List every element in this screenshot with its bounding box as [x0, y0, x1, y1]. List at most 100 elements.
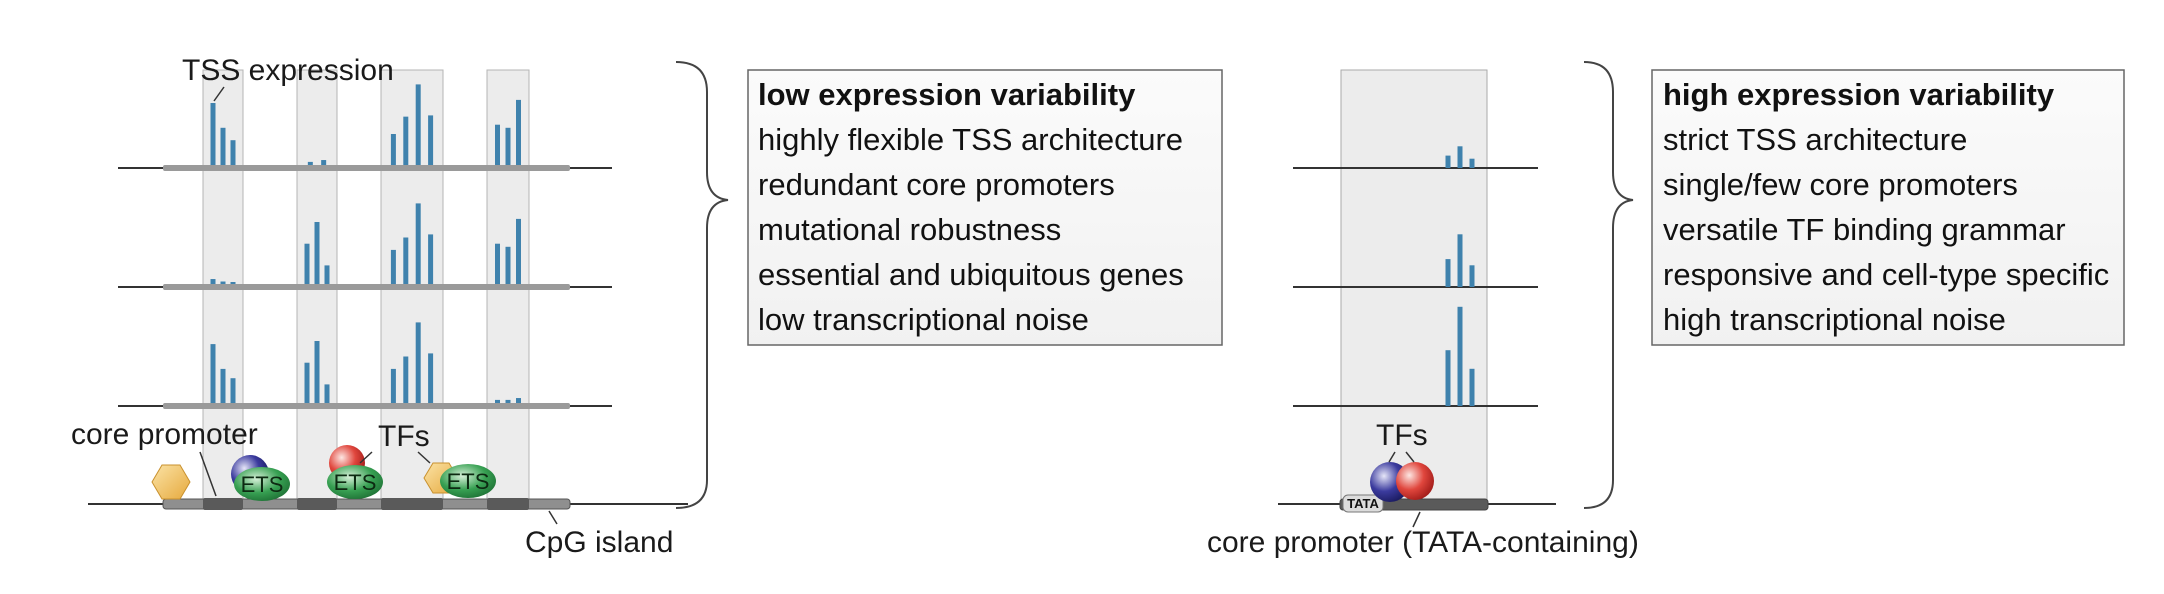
high-variability-line-2: single/few core promoters: [1663, 167, 2018, 202]
low-variability-box: low expression variability highly flexib…: [747, 69, 1223, 346]
tfs-leader: [1388, 451, 1396, 463]
tfs-leader: [359, 451, 373, 464]
tss-expression-bar: [230, 378, 236, 403]
tss-expression-bar: [516, 398, 521, 403]
tss-expression-bar: [314, 222, 320, 284]
tss-expression-bar: [1445, 350, 1451, 406]
low-variability-line-4: essential and ubiquitous genes: [758, 257, 1184, 292]
tss-expression-bar: [324, 384, 330, 403]
cpg-island-bar: [162, 498, 571, 510]
cpg-island-label: CpG island: [525, 526, 673, 559]
low-variability-line-2: redundant core promoters: [758, 167, 1115, 202]
tss-expression-bar: [314, 341, 320, 403]
tss-expression-bar: [1445, 155, 1451, 168]
tss-expression-bar: [428, 234, 434, 284]
cpg-island-leader: [548, 510, 558, 525]
low-variability-box-frame: [747, 69, 1223, 346]
tss-expression-bar: [220, 281, 226, 284]
tss-expression-bar: [505, 399, 511, 403]
tss-expression-bar: [1457, 306, 1463, 406]
low-variability-line-3: mutational robustness: [758, 212, 1061, 247]
tfs-leader: [1405, 451, 1415, 463]
tss-expression-bar: [307, 161, 313, 165]
tss-expression-bar: [1457, 234, 1463, 287]
tss-expression-bar: [304, 362, 310, 403]
ets-factor-icon: [234, 467, 290, 501]
core-promoter-label: core promoter: [71, 418, 258, 451]
tss-expression-bar: [1457, 146, 1463, 168]
ets-label: ETS: [447, 469, 490, 494]
low-variability-line-5: low transcriptional noise: [758, 302, 1089, 337]
tss-expression-bar: [210, 344, 216, 403]
tss-expression-bar: [495, 399, 500, 403]
tss-expression-bar: [321, 160, 327, 165]
ets-factor-icon: [327, 465, 383, 499]
core-promoter-block: [297, 498, 337, 510]
tss-expression-bar: [403, 356, 409, 403]
tss-expression-bar: [390, 249, 396, 284]
tss-expression-bar: [230, 140, 236, 165]
core-promoter-block: [203, 498, 243, 510]
tss-expression-bar: [1469, 158, 1475, 168]
ets-factor-icon: [440, 464, 496, 498]
tss-expression-bar: [1445, 259, 1451, 287]
high-variability-line-4: responsive and cell-type specific: [1663, 257, 2109, 292]
tfs-label: TFs: [378, 420, 430, 453]
high-variability-box-frame: [1651, 69, 2125, 346]
cpg-track-bar: [163, 165, 570, 171]
tss-expression-bar: [210, 103, 216, 165]
core-promoter-block: [381, 498, 443, 510]
left-panel: ETS ETS ETS TSS expression core promoter…: [71, 54, 729, 559]
tss-expression-bar: [505, 127, 511, 165]
tss-expression-bar: [390, 368, 396, 403]
cpg-track-bar: [163, 284, 570, 290]
core-promoter-tata-label: core promoter (TATA-containing): [1207, 526, 1639, 559]
tss-expression-bar: [428, 115, 434, 165]
right-curly-brace: [1583, 61, 1634, 509]
tss-expression-bar: [210, 279, 216, 284]
high-variability-box: high expression variability strict TSS a…: [1651, 69, 2125, 346]
core-promoter-leader: [199, 451, 217, 497]
tss-expression-bar: [415, 84, 421, 165]
tata-label: TATA: [1347, 496, 1379, 511]
tss-expression-bar: [516, 99, 521, 165]
tata-box: [1342, 494, 1384, 513]
tss-expression-bar: [428, 353, 434, 403]
tss-expression-bar: [415, 203, 421, 284]
tss-expression-bar: [516, 218, 521, 284]
tss-expression-tracks: [118, 84, 612, 409]
tss-expression-bar: [1469, 265, 1475, 287]
tss-label-leader: [213, 86, 225, 102]
high-variability-line-1: strict TSS architecture: [1663, 122, 1967, 157]
tss-expression-bar: [403, 116, 409, 165]
high-variability-line-3: versatile TF binding grammar: [1663, 212, 2066, 247]
tf-red-sphere-icon: [1396, 462, 1434, 500]
tss-expression-tracks: [1293, 146, 1538, 407]
core-promoter-block: [487, 498, 529, 510]
tss-expression-bar: [220, 368, 226, 403]
tss-expression-bar: [230, 282, 236, 284]
high-variability-line-5: high transcriptional noise: [1663, 302, 2006, 337]
tfs-label: TFs: [1376, 419, 1428, 452]
tss-expression-label: TSS expression: [182, 54, 394, 87]
tss-expression-bar: [220, 127, 226, 165]
right-panel: TATA TFs core promoter (TATA-containing): [1207, 61, 1639, 559]
ets-label: ETS: [241, 472, 284, 497]
tss-expression-bar: [1469, 368, 1475, 406]
core-promoter-leader: [1412, 511, 1421, 528]
left-curly-brace: [675, 61, 729, 509]
cpg-track-bar: [163, 403, 570, 409]
tss-expression-bar: [390, 134, 396, 165]
tss-expression-bar: [415, 322, 421, 403]
tss-expression-bar: [495, 124, 500, 165]
tss-expression-bar: [403, 237, 409, 284]
tss-expression-bar: [304, 243, 310, 284]
low-variability-title: low expression variability: [758, 77, 1136, 112]
tss-expression-bar: [495, 243, 500, 284]
tss-expression-bar: [324, 265, 330, 284]
tfs-leader: [417, 451, 431, 464]
ets-label: ETS: [334, 470, 377, 495]
tf-hexagon-icon: [151, 464, 191, 500]
tss-expression-bar: [505, 246, 511, 284]
